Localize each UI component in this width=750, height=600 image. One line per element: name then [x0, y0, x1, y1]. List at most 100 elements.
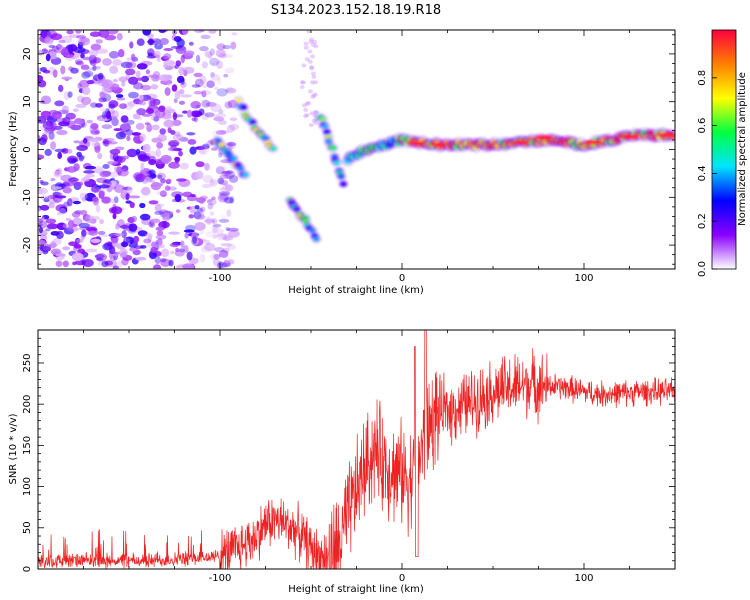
- noise-blob: [43, 197, 50, 203]
- noise-blob: [227, 143, 237, 150]
- noise-blob: [223, 197, 234, 204]
- noise-blob: [121, 251, 127, 258]
- noise-blob: [209, 178, 219, 188]
- noise-blob: [208, 30, 217, 34]
- noise-blob: [124, 68, 136, 76]
- noise-blob: [199, 254, 206, 263]
- noise-blob: [182, 110, 188, 114]
- noise-blob: [310, 42, 316, 47]
- noise-blob: [95, 103, 103, 108]
- colorbar-tick-label: 0.2: [697, 213, 708, 229]
- noise-blob: [159, 38, 169, 45]
- noise-blob: [158, 30, 167, 33]
- noise-blob: [212, 258, 220, 267]
- noise-blob: [175, 60, 182, 67]
- noise-blob: [121, 230, 127, 239]
- noise-blob: [92, 65, 101, 70]
- noise-blob: [218, 52, 227, 59]
- noise-blob: [172, 112, 178, 121]
- noise-blob: [59, 206, 68, 214]
- noise-blob: [67, 149, 73, 154]
- noise-blob: [200, 206, 206, 213]
- noise-blob: [116, 32, 123, 41]
- noise-blob: [62, 117, 71, 125]
- noise-blob: [49, 242, 57, 248]
- noise-blob: [209, 178, 215, 187]
- noise-blob: [187, 139, 197, 145]
- noise-blob: [210, 74, 221, 81]
- noise-blob: [81, 229, 87, 237]
- noise-blob: [204, 112, 215, 118]
- noise-blob: [155, 226, 165, 231]
- noise-blob: [194, 205, 200, 210]
- noise-blob: [194, 78, 204, 88]
- x-tick-label: 0: [399, 273, 405, 284]
- noise-blob: [171, 84, 178, 92]
- noise-blob: [89, 218, 97, 224]
- noise-blob: [38, 215, 45, 223]
- noise-blob: [95, 252, 108, 262]
- noise-blob: [146, 54, 156, 59]
- noise-blob: [313, 120, 319, 125]
- noise-blob: [82, 176, 90, 182]
- noise-blob: [220, 215, 227, 219]
- noise-blob: [211, 227, 218, 234]
- trace-peak: [407, 141, 426, 146]
- noise-blob: [309, 111, 315, 116]
- noise-blob: [120, 115, 129, 123]
- noise-blob: [109, 109, 115, 115]
- noise-blob: [202, 174, 214, 184]
- colorbar-gradient: [711, 29, 737, 270]
- noise-blob: [171, 34, 177, 41]
- noise-blob: [158, 74, 171, 82]
- noise-blob: [46, 223, 59, 230]
- noise-blob: [226, 209, 232, 218]
- noise-blob: [112, 251, 119, 261]
- noise-blob: [111, 117, 119, 127]
- noise-blob: [113, 128, 123, 132]
- noise-blob: [206, 80, 215, 88]
- noise-blob: [204, 218, 216, 225]
- noise-blob: [203, 218, 215, 224]
- noise-blob: [204, 243, 216, 252]
- noise-blob: [218, 120, 228, 125]
- noise-blob: [136, 108, 147, 116]
- noise-blob: [150, 181, 162, 191]
- noise-blob: [304, 101, 310, 106]
- noise-blob: [118, 103, 128, 109]
- noise-blob: [65, 217, 72, 222]
- noise-blob: [303, 41, 309, 46]
- y-tick-label: 0: [22, 146, 33, 152]
- noise-blob: [90, 186, 102, 193]
- noise-blob: [75, 30, 82, 34]
- noise-blob: [225, 227, 230, 232]
- noise-blob: [171, 191, 184, 198]
- noise-blob: [38, 116, 47, 124]
- noise-blob: [221, 171, 232, 176]
- noise-blob: [94, 145, 101, 153]
- noise-blob: [138, 94, 144, 101]
- noise-blob: [303, 107, 309, 112]
- noise-blob: [51, 186, 62, 190]
- noise-blob: [90, 238, 101, 243]
- noise-blob: [52, 69, 58, 78]
- noise-blob: [224, 88, 231, 92]
- noise-blob: [154, 203, 162, 213]
- noise-blob: [40, 30, 48, 36]
- noise-blob: [222, 247, 230, 253]
- noise-blob: [99, 218, 104, 225]
- noise-blob: [56, 44, 64, 49]
- noise-blob: [114, 184, 125, 193]
- noise-blob: [40, 110, 51, 118]
- noise-blob: [305, 101, 311, 105]
- noise-blob: [84, 165, 96, 170]
- noise-blob: [109, 180, 117, 187]
- noise-blob: [299, 85, 305, 89]
- noise-blob: [44, 148, 52, 156]
- noise-blob: [160, 248, 170, 258]
- noise-blob: [129, 41, 134, 49]
- noise-blob: [308, 89, 313, 94]
- noise-blob: [222, 45, 232, 50]
- noise-blob: [200, 90, 212, 95]
- noise-blob: [219, 129, 230, 135]
